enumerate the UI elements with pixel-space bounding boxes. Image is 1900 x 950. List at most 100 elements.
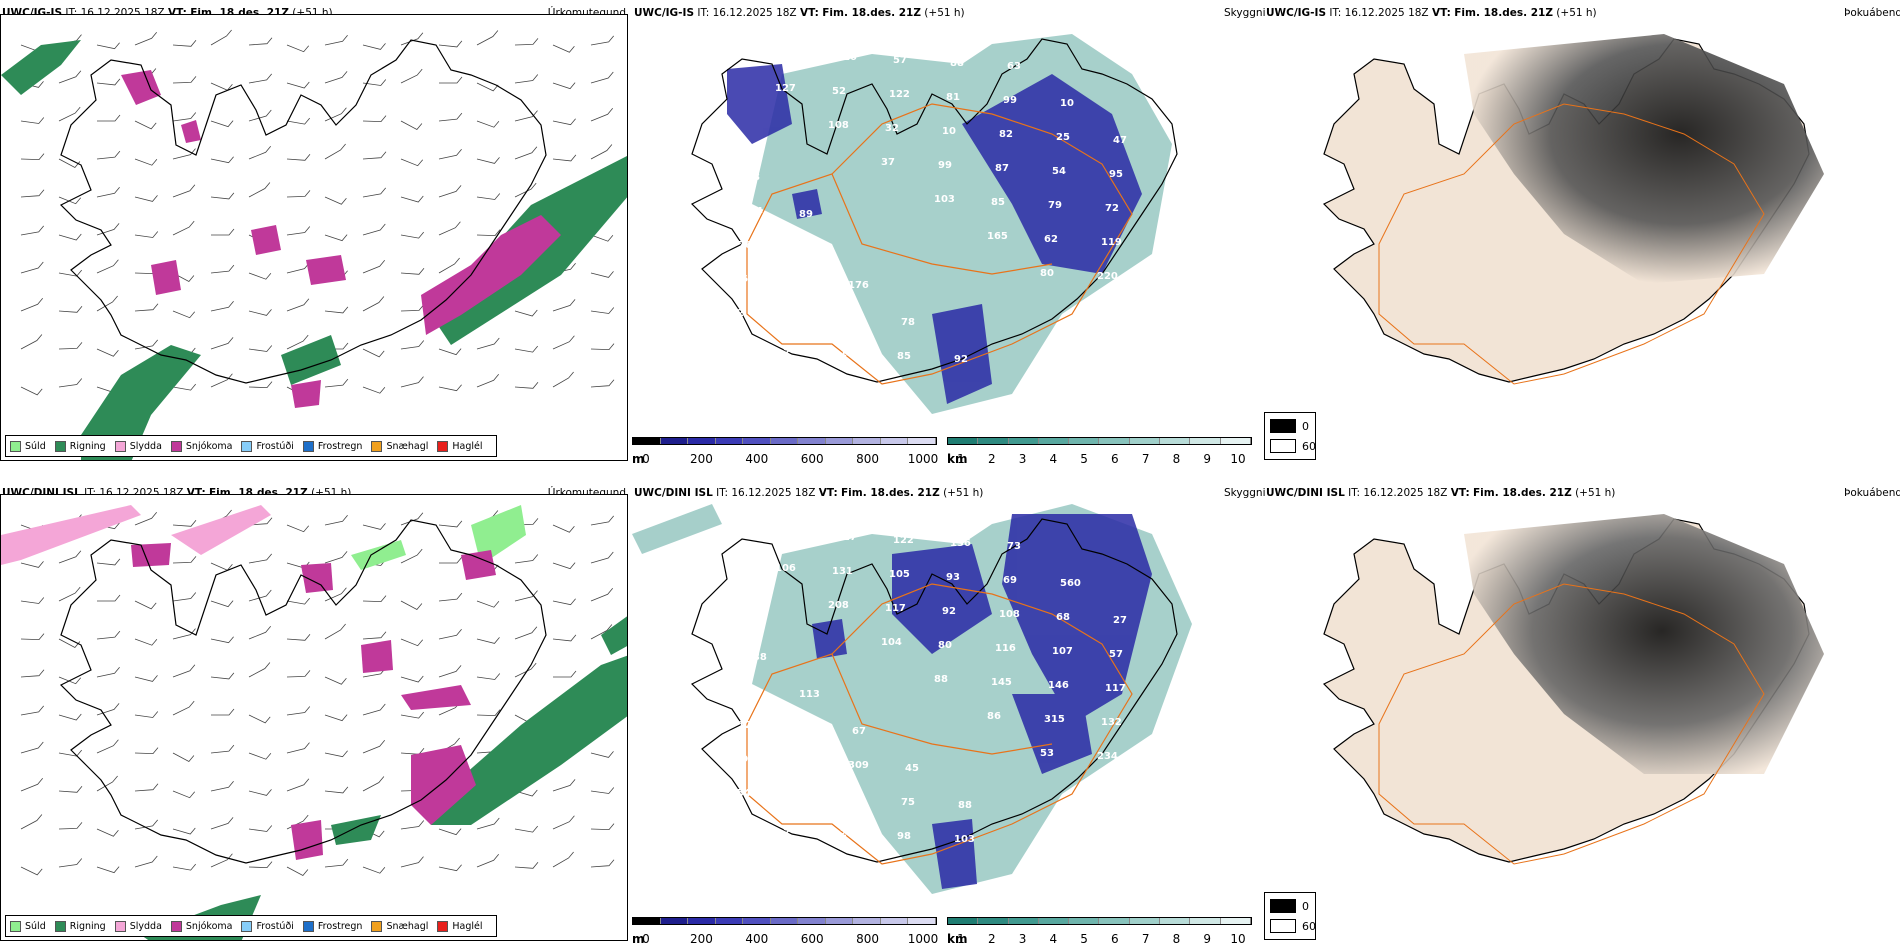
wind-barb [248, 714, 271, 724]
colorbar-segment [743, 438, 771, 444]
wind-barb [20, 814, 43, 830]
colorbar-tick-label: 6 [1111, 452, 1119, 466]
fog-map [1322, 514, 1824, 865]
legend-item: Frostregn [302, 440, 362, 452]
colorbar-tick-label: 7 [1141, 452, 1150, 466]
wind-barb [172, 827, 196, 835]
ceiling-value-label: 37 [881, 157, 895, 168]
wind-barb [438, 149, 462, 160]
ceiling-value-label: 160 [795, 723, 816, 734]
fog-dark-area [1464, 34, 1824, 284]
wind-barb [514, 74, 539, 84]
ceiling-value-label: 208 [828, 600, 849, 611]
colorbar-segment [660, 918, 689, 924]
ceiling-value-label: 309 [848, 760, 869, 771]
colorbar-segment [978, 918, 1009, 924]
colorbar-tick-label: 9 [1203, 932, 1212, 946]
precip-map [1, 29, 627, 460]
wind-barb [58, 233, 82, 241]
wind-barb [324, 306, 349, 314]
wind-barb [324, 551, 348, 564]
island-outline [690, 38, 1178, 383]
colorbar-tick-label: 1000 [907, 932, 939, 946]
ceiling-value-label: 76 [722, 526, 736, 537]
colorbar-tick-label: 3 [1018, 452, 1027, 466]
ceiling-value-label: 52 [832, 86, 846, 97]
ceiling-value-label: 211 [840, 828, 861, 839]
wind-barb [362, 115, 387, 123]
wind-barb [324, 623, 346, 640]
fog-legend: 0 60 [1264, 412, 1316, 460]
legend-swatch [302, 440, 314, 452]
wind-barb [134, 638, 158, 646]
wind-barb [210, 120, 234, 128]
ceiling-value-label: 69 [1003, 575, 1017, 586]
legend-swatch [371, 920, 383, 932]
wind-barb [134, 747, 159, 755]
road-network [1378, 103, 1765, 385]
wind-barb [400, 158, 424, 167]
wind-barb [58, 269, 83, 277]
wind-barb [248, 73, 273, 84]
visibility-unit: km [947, 932, 968, 946]
wind-barb [552, 335, 575, 350]
wind-barb [210, 781, 234, 792]
legend-item: Frostúði [241, 920, 294, 932]
road-network [746, 103, 1133, 385]
colorbar-segment [1099, 918, 1130, 924]
wind-barb [476, 193, 501, 200]
ceiling-value-label: 79 [1048, 200, 1062, 211]
colorbar-segment [688, 918, 716, 924]
wind-barb [96, 558, 121, 566]
wind-barb [210, 373, 233, 388]
cloud-panel-top: UWC/IG-IS IT: 16.12.2025 18Z VT: Fim. 18… [632, 0, 1266, 466]
wind-barb [362, 260, 386, 274]
ceiling-value-label: 28 [746, 172, 760, 183]
wind-barb [590, 787, 615, 794]
wind-barb [400, 195, 424, 203]
wind-barb [552, 779, 576, 792]
colorbar-tick-label: 4 [1049, 932, 1058, 946]
wind-barb [476, 120, 500, 128]
island-outline [59, 519, 547, 864]
colorbar-segment [688, 438, 716, 444]
colorbar-tick-label: 5 [1080, 932, 1088, 946]
wind-barb [286, 634, 311, 641]
colorbar-segment [1190, 918, 1221, 924]
legend-item: Rigning [54, 920, 106, 932]
wind-barb [96, 630, 121, 640]
colorbar-tick-label: 10 [1230, 932, 1246, 946]
wind-barb [248, 381, 273, 389]
wind-barb [20, 153, 45, 161]
colorbar-tick-label: 200 [689, 932, 713, 946]
wind-barb [286, 226, 311, 236]
wind-barb [134, 120, 157, 130]
wind-barb [552, 371, 574, 388]
wind-barb [324, 196, 347, 205]
wind-barb [552, 562, 576, 570]
panel-title: Þokuábendi [1844, 487, 1900, 499]
ceiling-value-label: 63 [1007, 61, 1021, 72]
wind-barb [248, 662, 271, 678]
fog-panel-bottom: UWC/DINI ISL IT: 16.12.2025 18Z VT: Fim.… [1264, 480, 1900, 945]
ceiling-colorbar: m 0 200 400 600 800 1000 [632, 917, 939, 949]
ceiling-value-label: 117 [787, 791, 808, 802]
ceiling-value-label: 122 [893, 535, 914, 546]
colorbar-segment [948, 918, 979, 924]
wind-barb [210, 744, 235, 754]
wind-barb [210, 600, 234, 608]
colorbar-tick-label: 0 [642, 452, 650, 466]
ceiling-value-label: 95 [783, 345, 797, 356]
legend-item: Snæhagl [371, 920, 428, 932]
wind-barb [476, 709, 501, 717]
wind-barb [96, 150, 121, 160]
wind-barb [172, 863, 197, 871]
snow-areas [121, 70, 561, 408]
ceiling-value-label: 88 [958, 800, 972, 811]
wind-barb [439, 76, 463, 84]
wind-barb [324, 234, 348, 242]
wind-barb [438, 348, 462, 356]
legend-item: Frostúði [241, 440, 294, 452]
wind-barb [514, 345, 539, 353]
ceiling-value-label: 47 [1113, 135, 1127, 146]
